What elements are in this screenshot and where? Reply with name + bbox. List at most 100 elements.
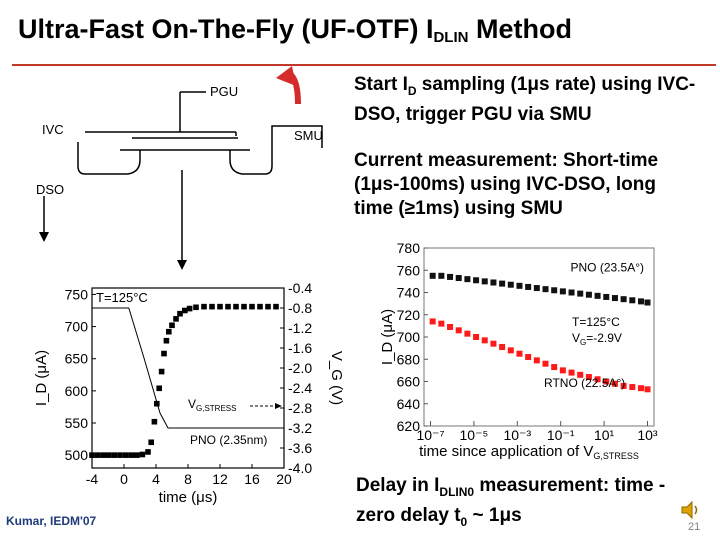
data-point bbox=[533, 285, 540, 292]
y-tick-label: 550 bbox=[65, 415, 89, 431]
data-point bbox=[438, 320, 445, 327]
data-point bbox=[585, 291, 592, 298]
page-title: Ultra-Fast On-The-Fly (UF-OTF) IDLIN Met… bbox=[18, 14, 572, 46]
y-tick-label: 700 bbox=[65, 319, 89, 335]
data-point bbox=[542, 286, 549, 293]
x-tick-label: 10⁻⁵ bbox=[460, 427, 489, 443]
data-point bbox=[464, 330, 471, 337]
x-tick-label: 0 bbox=[120, 471, 128, 487]
x-axis-label: time since application of VG,STRESS bbox=[419, 443, 639, 461]
data-point bbox=[257, 303, 263, 310]
x-tick-label: 10¹ bbox=[594, 427, 615, 443]
data-point bbox=[473, 277, 480, 284]
y-tick-label: 700 bbox=[397, 329, 421, 345]
data-point bbox=[94, 452, 101, 458]
y-tick-label: 600 bbox=[65, 383, 89, 399]
data-point bbox=[151, 418, 158, 425]
y-tick-label: 780 bbox=[397, 240, 421, 256]
data-point bbox=[438, 272, 445, 279]
y-tick-label: 750 bbox=[65, 286, 89, 302]
data-point bbox=[161, 350, 167, 357]
legend-label-pno: PNO (23.5A°) bbox=[571, 260, 645, 274]
data-point bbox=[156, 385, 162, 392]
data-point bbox=[490, 279, 497, 286]
data-point bbox=[455, 275, 462, 282]
y2-tick-label: -0.4 bbox=[288, 280, 312, 296]
data-point bbox=[447, 273, 454, 280]
data-point bbox=[429, 318, 436, 325]
trigger-arrow-icon bbox=[276, 66, 296, 86]
circuit-schematic bbox=[39, 66, 323, 270]
data-point bbox=[225, 303, 231, 310]
y2-tick-label: -1.2 bbox=[288, 320, 312, 336]
bullet-delay: Delay in IDLIN0 measurement: time -zero … bbox=[356, 475, 666, 529]
data-point bbox=[585, 374, 592, 381]
data-point bbox=[551, 287, 558, 294]
data-point bbox=[265, 303, 271, 310]
data-point bbox=[594, 292, 601, 299]
x-tick-label: 10³ bbox=[637, 427, 658, 443]
y2-tick-label: -2.4 bbox=[288, 380, 312, 396]
data-point bbox=[182, 307, 188, 314]
x-tick-label: 10⁻¹ bbox=[547, 427, 575, 443]
y-axis-label: I_D (μA) bbox=[33, 350, 50, 406]
y2-tick-label: -4.0 bbox=[288, 460, 312, 476]
data-point bbox=[89, 452, 95, 458]
ivc-label: IVC bbox=[42, 122, 64, 137]
bullet-sampling: Start ID sampling (1μs rate) using IVC-D… bbox=[354, 74, 696, 125]
annotation-vg: VG,STRESS bbox=[188, 397, 236, 413]
pgu-label: PGU bbox=[210, 84, 239, 99]
data-point bbox=[568, 369, 575, 376]
data-point bbox=[611, 295, 618, 302]
data-point bbox=[525, 283, 532, 290]
data-point bbox=[542, 360, 549, 367]
title-divider bbox=[12, 64, 716, 66]
data-point bbox=[559, 288, 566, 295]
x-tick-label: -4 bbox=[86, 471, 99, 487]
data-point bbox=[145, 449, 151, 455]
chart-transient: -4 0 4 8 12 16 20 750 700 650 600 550 500 -0.4 -0.8 -1.… bbox=[33, 280, 345, 506]
data-point bbox=[481, 337, 488, 344]
data-point bbox=[637, 385, 644, 392]
chart-log-time: 10⁻⁷ 10⁻⁵ 10⁻³ 10⁻¹ 10¹ 10³ 780 760 740 720 700 680… bbox=[379, 240, 658, 461]
data-point bbox=[577, 371, 584, 378]
data-point bbox=[134, 452, 140, 458]
y-axis-label: I_D (μA) bbox=[379, 309, 396, 365]
y-tick-label: 680 bbox=[397, 351, 421, 367]
y-tick-label: 760 bbox=[397, 262, 421, 278]
data-point bbox=[620, 382, 627, 389]
data-point bbox=[128, 452, 134, 458]
x-tick-label: 10⁻³ bbox=[503, 427, 531, 443]
data-point bbox=[499, 344, 506, 351]
data-point bbox=[577, 290, 584, 297]
data-point bbox=[217, 303, 223, 310]
data-point bbox=[177, 310, 183, 317]
data-point bbox=[594, 376, 601, 383]
annotation-temp: T=125°C bbox=[572, 315, 620, 329]
data-point bbox=[629, 297, 636, 304]
down-arrow-icon bbox=[177, 260, 187, 270]
data-point bbox=[193, 304, 199, 311]
data-point bbox=[111, 452, 118, 458]
data-point bbox=[620, 296, 627, 303]
data-point bbox=[158, 368, 165, 375]
x-tick-label: 8 bbox=[184, 471, 192, 487]
data-point bbox=[559, 367, 566, 374]
annotation-temp: T=125°C bbox=[96, 290, 148, 305]
y-tick-label: 720 bbox=[397, 307, 421, 323]
data-point bbox=[273, 303, 279, 310]
data-point bbox=[464, 276, 471, 283]
speaker-icon[interactable] bbox=[680, 500, 702, 520]
data-point bbox=[551, 364, 558, 371]
data-point bbox=[169, 322, 175, 329]
x-axis-label: time (μs) bbox=[159, 489, 218, 506]
data-point bbox=[186, 305, 193, 312]
data-point bbox=[533, 357, 540, 364]
vg-trace bbox=[92, 307, 284, 429]
arrow-icon bbox=[275, 403, 282, 409]
y2-tick-label: -3.2 bbox=[288, 420, 312, 436]
x-tick-label: 20 bbox=[276, 471, 292, 487]
data-point bbox=[429, 272, 436, 279]
data-point bbox=[481, 278, 488, 285]
data-point bbox=[644, 386, 651, 393]
